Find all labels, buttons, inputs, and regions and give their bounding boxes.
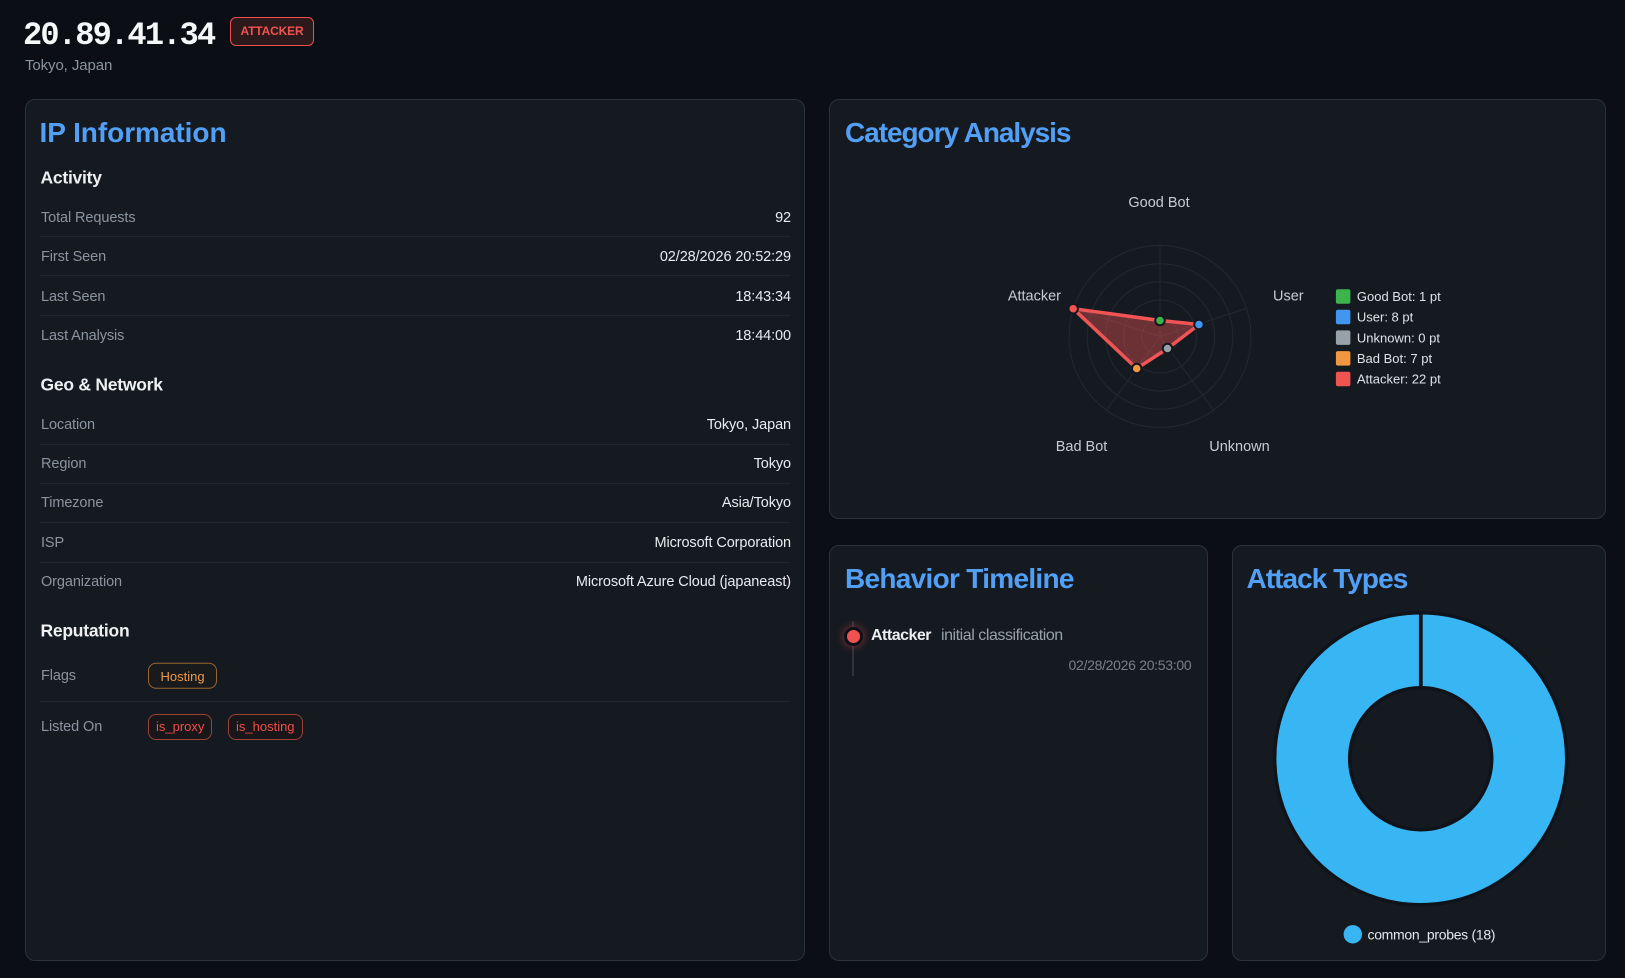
svg-text:Good Bot: 1 pt: Good Bot: 1 pt bbox=[1357, 289, 1441, 304]
svg-text:Unknown: Unknown bbox=[1209, 439, 1269, 455]
svg-text:Attacker: Attacker bbox=[1008, 289, 1061, 305]
svg-text:common_probes (18): common_probes (18) bbox=[1368, 926, 1496, 942]
svg-text:Attacker: 22 pt: Attacker: 22 pt bbox=[1357, 372, 1441, 387]
svg-text:User: User bbox=[1273, 289, 1304, 305]
svg-text:Bad Bot: Bad Bot bbox=[1056, 439, 1108, 455]
svg-text:User: 8 pt: User: 8 pt bbox=[1357, 310, 1414, 325]
svg-text:Unknown: 0 pt: Unknown: 0 pt bbox=[1357, 330, 1440, 345]
svg-text:Good Bot: Good Bot bbox=[1128, 195, 1189, 211]
svg-text:Bad Bot: 7 pt: Bad Bot: 7 pt bbox=[1357, 351, 1433, 366]
